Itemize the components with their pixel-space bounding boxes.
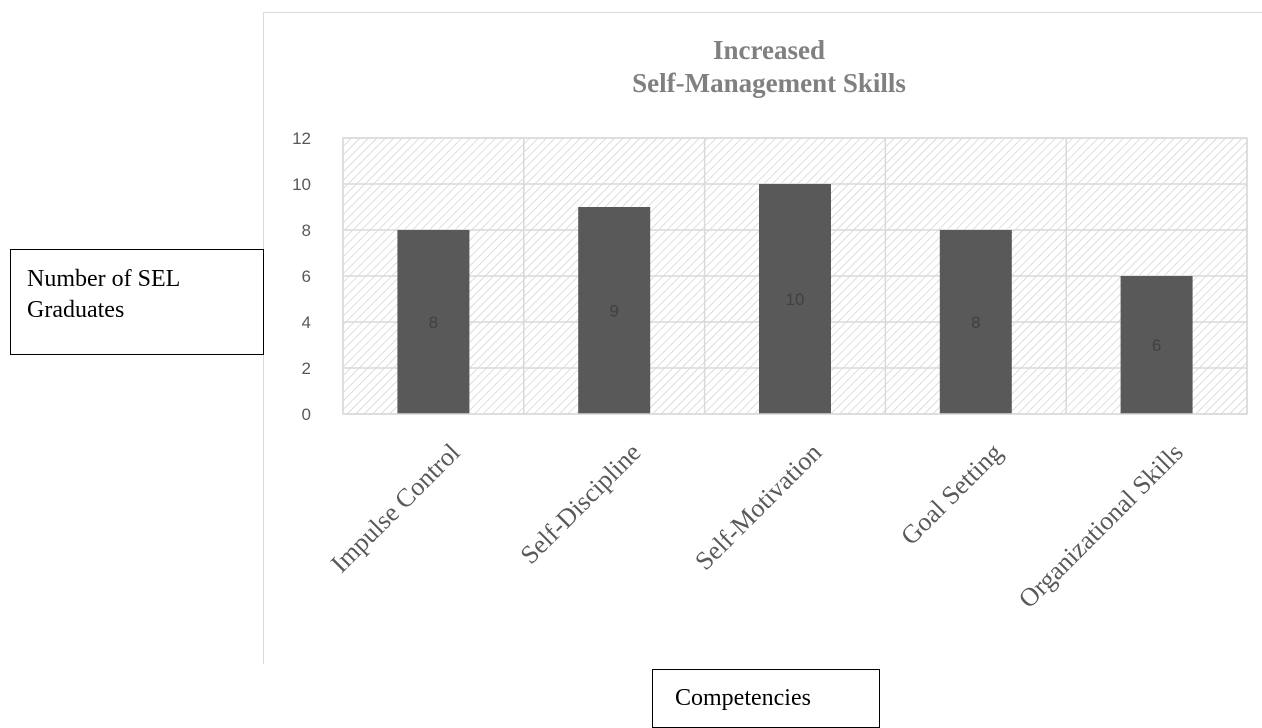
bar <box>578 207 651 414</box>
category-label: Self-Motivation <box>689 438 827 576</box>
y-tick-label: 4 <box>302 313 311 332</box>
data-label: 8 <box>429 313 438 332</box>
bar <box>759 184 831 414</box>
y-tick-label: 6 <box>302 267 311 286</box>
category-label: Self-Discipline <box>515 438 647 570</box>
chart-title-line-1: Increased <box>713 35 825 65</box>
category-label: Impulse Control <box>325 438 466 579</box>
data-label: 6 <box>1152 336 1161 355</box>
bar <box>397 230 470 414</box>
x-axis-label: Competencies <box>675 685 811 711</box>
y-tick-label: 2 <box>302 359 311 378</box>
y-tick-label: 10 <box>292 175 311 194</box>
data-label: 8 <box>971 313 980 332</box>
bar <box>939 230 1012 414</box>
y-tick-label: 12 <box>292 129 311 148</box>
x-axis-label-box: Competencies <box>652 669 880 728</box>
y-axis-label-line-2: Graduates <box>27 297 125 324</box>
category-label: Organizational Skills <box>1013 438 1189 614</box>
y-axis-label-box: Number of SEL Graduates <box>10 249 264 355</box>
chart-title-line-2: Self-Management Skills <box>632 68 906 98</box>
chart-area: Increased Self-Management Skills 0 2 4 6 8 10… <box>263 12 1262 664</box>
y-tick-label: 8 <box>302 221 311 240</box>
data-label: 9 <box>609 302 618 321</box>
plot-border <box>342 137 1248 415</box>
category-label: Goal Setting <box>895 438 1008 551</box>
bar <box>1120 276 1193 414</box>
y-tick-label: 0 <box>302 405 311 424</box>
y-axis-label-line-1: Number of SEL <box>27 266 181 292</box>
bar-chart: Increased Self-Management Skills 0 2 4 6 8 10… <box>292 35 1248 614</box>
data-label: 10 <box>786 290 805 309</box>
plot-area: 0 2 4 6 8 10 12 8 Impulse Control 9 Self-Disciplin… <box>292 129 1248 614</box>
